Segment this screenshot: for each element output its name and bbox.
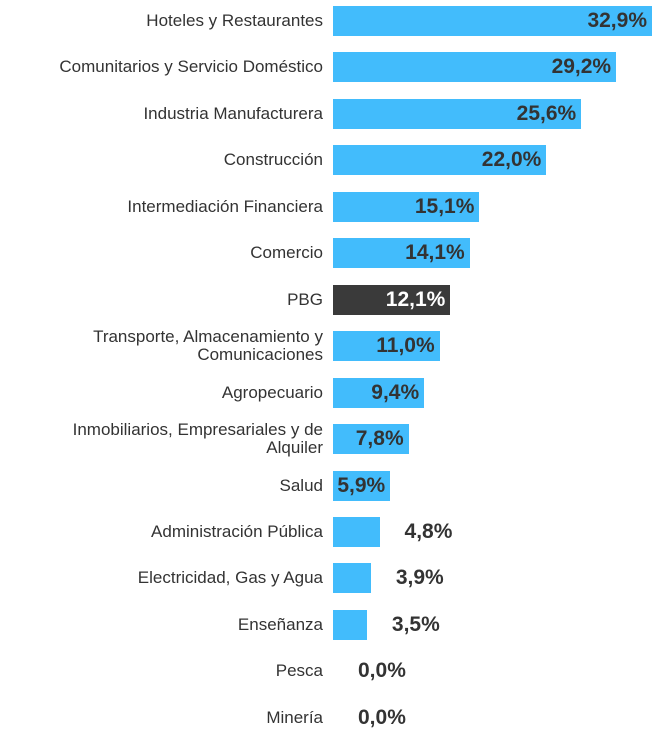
category-label: Administración Pública [151,521,323,541]
value-label: 0,0% [358,659,406,683]
category-label: Transporte, Almacenamiento y Comunicacio… [93,327,323,365]
value-label: 9,4% [371,380,420,404]
value-label: 0,0% [358,705,406,729]
category-label: Agropecuario [221,382,323,402]
category-label: Hoteles y Restaurantes [146,11,323,30]
value-label: 14,1% [405,241,465,265]
category-label: Construcción [223,150,323,170]
value-label: 15,1% [414,194,475,218]
category-label: Comunitarios y Servicio Doméstico [59,57,323,77]
value-label: 5,9% [337,473,386,497]
category-label: Electricidad, Gas y Agua [137,568,323,588]
bar [333,6,652,36]
value-label: 22,0% [481,148,542,172]
category-label: Pesca [275,661,323,681]
category-label: Minería [266,707,323,727]
bar [333,98,582,129]
bar [333,284,451,315]
category-label: Intermediación Financiera [127,196,323,216]
category-label: Industria Manufacturera [143,103,323,123]
value-label: 3,5% [391,612,440,636]
bar [333,563,371,594]
category-label: Inmobiliarios, Empresariales y de Alquil… [72,420,323,458]
value-label: 25,6% [516,101,577,125]
bar [333,609,367,640]
bar [333,52,617,83]
bar [333,331,440,362]
value-label: 12,1% [385,287,446,311]
bar [333,145,547,176]
bar [333,238,470,269]
value-label: 29,2% [551,55,612,79]
bar [333,516,380,547]
bar [333,470,391,501]
category-label: PBG [287,289,323,309]
value-label: 11,0% [376,334,435,358]
bar [333,377,425,408]
category-label: Salud [279,475,323,495]
value-label: 32,9% [587,9,647,32]
value-label: 4,8% [404,519,453,543]
category-label: Enseñanza [237,614,323,634]
value-label: 7,8% [355,427,404,451]
category-label: Comercio [250,243,323,263]
bar [333,424,409,455]
bar [333,191,480,222]
value-label: 3,9% [395,566,444,590]
